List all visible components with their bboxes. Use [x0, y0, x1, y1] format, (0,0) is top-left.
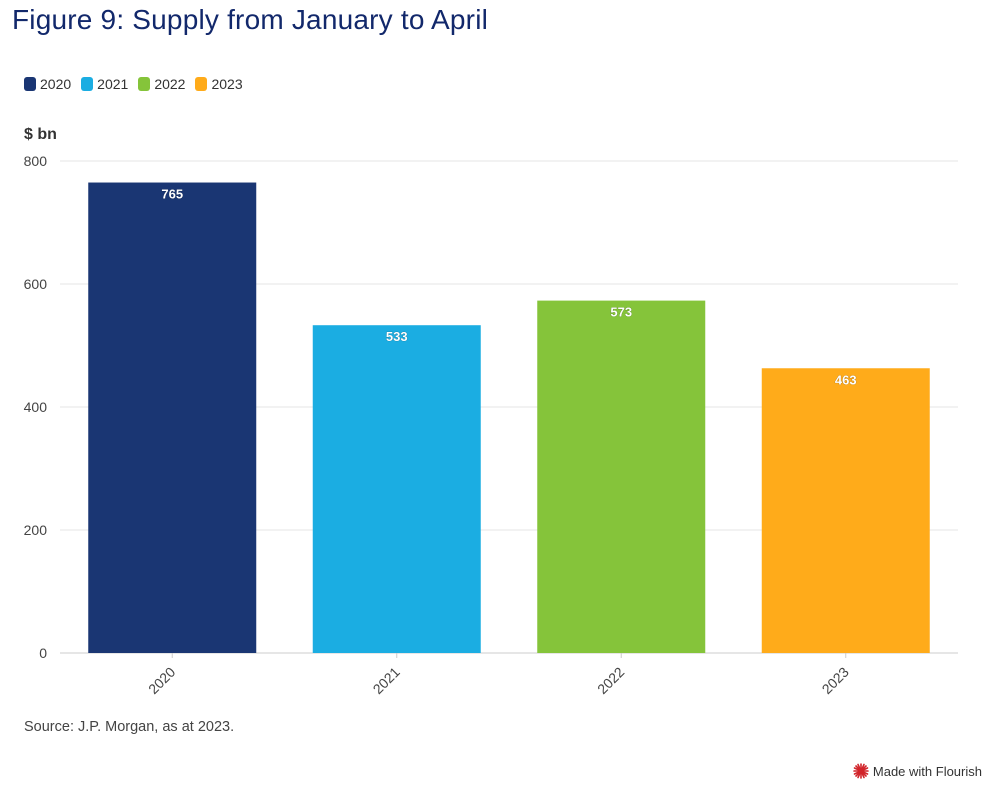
flourish-logo-icon	[853, 763, 869, 779]
y-tick-label-600: 600	[24, 276, 48, 292]
y-tick-label-800: 800	[24, 153, 48, 169]
data-label-2022: 573	[610, 305, 632, 320]
legend-item-2022[interactable]: 2022	[138, 76, 185, 92]
legend-item-2023[interactable]: 2023	[195, 76, 243, 92]
data-label-2021: 533	[386, 329, 408, 344]
legend-swatch-2021	[81, 77, 94, 91]
legend-label-2022: 2022	[154, 76, 186, 92]
x-tick-label-2023: 2023	[819, 664, 852, 697]
legend-swatch-2020	[24, 77, 36, 91]
bar-2022	[537, 300, 706, 653]
made-with-flourish-link[interactable]: Made with Flourish	[853, 763, 982, 779]
legend-label-2020: 2020	[40, 76, 72, 92]
legend-swatch-2022	[138, 77, 151, 91]
bar-2023	[761, 368, 930, 653]
legend-swatch-2023	[195, 77, 208, 91]
bar-2020	[88, 182, 257, 653]
chart-title: Figure 9: Supply from January to April	[12, 4, 489, 35]
x-tick-label-2022: 2022	[594, 664, 627, 697]
credit-label: Made with Flourish	[872, 763, 982, 779]
data-label-2020: 765	[161, 187, 183, 202]
y-tick-label-200: 200	[24, 522, 48, 538]
legend-label-2021: 2021	[97, 76, 129, 92]
legend-item-2021[interactable]: 2021	[81, 76, 128, 92]
data-label-2023: 463	[835, 372, 857, 387]
legend-item-2020[interactable]: 2020	[24, 76, 71, 92]
source-note: Source: J.P. Morgan, as at 2023.	[24, 719, 235, 735]
y-axis-label: $ bn	[24, 126, 57, 143]
legend-label-2023: 2023	[211, 76, 243, 92]
y-tick-label-0: 0	[39, 645, 47, 661]
legend: 2020 2021 2022 2023	[24, 76, 243, 92]
bar-2021	[312, 325, 481, 653]
x-tick-label-2021: 2021	[370, 664, 403, 697]
y-tick-label-400: 400	[24, 399, 48, 415]
x-tick-label-2020: 2020	[145, 664, 178, 697]
